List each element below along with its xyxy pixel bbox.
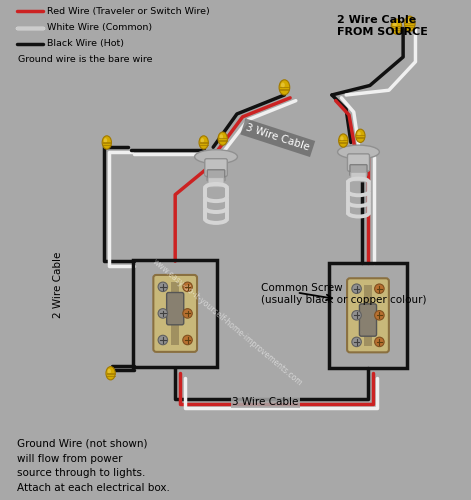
Ellipse shape <box>406 19 410 24</box>
FancyBboxPatch shape <box>359 304 376 336</box>
Circle shape <box>183 282 192 292</box>
Bar <box>364 285 372 346</box>
Bar <box>329 263 407 368</box>
Ellipse shape <box>102 136 112 149</box>
Circle shape <box>183 308 192 318</box>
Circle shape <box>374 337 384 346</box>
Ellipse shape <box>391 19 402 34</box>
Text: Red Wire (Traveler or Switch Wire): Red Wire (Traveler or Switch Wire) <box>47 7 210 16</box>
Ellipse shape <box>393 22 397 27</box>
Ellipse shape <box>357 132 361 136</box>
Text: Ground Wire (not shown)
will flow from power
source through to lights.
Attach at: Ground Wire (not shown) will flow from p… <box>16 439 170 493</box>
Ellipse shape <box>281 82 285 88</box>
FancyBboxPatch shape <box>208 178 224 187</box>
FancyBboxPatch shape <box>207 170 225 181</box>
FancyBboxPatch shape <box>351 172 366 182</box>
Text: 3 Wire Cable: 3 Wire Cable <box>232 396 299 406</box>
Text: 2 Wire Cable
FROM SOURCE: 2 Wire Cable FROM SOURCE <box>337 15 428 37</box>
FancyBboxPatch shape <box>347 278 389 352</box>
Ellipse shape <box>219 134 223 139</box>
Circle shape <box>352 284 361 294</box>
Ellipse shape <box>195 150 237 164</box>
Circle shape <box>352 310 361 320</box>
Ellipse shape <box>405 16 415 32</box>
FancyBboxPatch shape <box>167 292 184 325</box>
Text: Ground wire is the bare wire: Ground wire is the bare wire <box>18 56 153 64</box>
Circle shape <box>158 336 168 344</box>
Ellipse shape <box>279 80 290 95</box>
Circle shape <box>158 282 168 292</box>
Bar <box>171 282 179 345</box>
Ellipse shape <box>199 136 208 149</box>
Circle shape <box>352 337 361 346</box>
Ellipse shape <box>106 366 115 380</box>
Circle shape <box>183 336 192 344</box>
Ellipse shape <box>338 145 379 159</box>
Text: 3 Wire Cable: 3 Wire Cable <box>244 122 311 152</box>
Ellipse shape <box>218 132 227 145</box>
FancyBboxPatch shape <box>154 275 197 352</box>
FancyBboxPatch shape <box>350 164 367 175</box>
Ellipse shape <box>356 129 365 142</box>
Ellipse shape <box>339 134 348 147</box>
Circle shape <box>374 310 384 320</box>
Circle shape <box>158 308 168 318</box>
Text: White Wire (Common): White Wire (Common) <box>47 23 152 32</box>
Ellipse shape <box>104 138 107 143</box>
Text: www.easy-do-it-yourself-home-improvements.com: www.easy-do-it-yourself-home-improvement… <box>151 258 304 388</box>
Ellipse shape <box>107 369 111 374</box>
FancyBboxPatch shape <box>205 158 227 176</box>
Text: 2 Wire Cable: 2 Wire Cable <box>53 252 64 318</box>
FancyBboxPatch shape <box>348 154 370 172</box>
Text: Black Wire (Hot): Black Wire (Hot) <box>47 39 124 48</box>
Bar <box>133 260 217 366</box>
Ellipse shape <box>341 136 344 141</box>
Ellipse shape <box>201 138 204 143</box>
Circle shape <box>374 284 384 294</box>
Text: Common Screw
(usually black or copper colour): Common Screw (usually black or copper co… <box>260 283 426 304</box>
